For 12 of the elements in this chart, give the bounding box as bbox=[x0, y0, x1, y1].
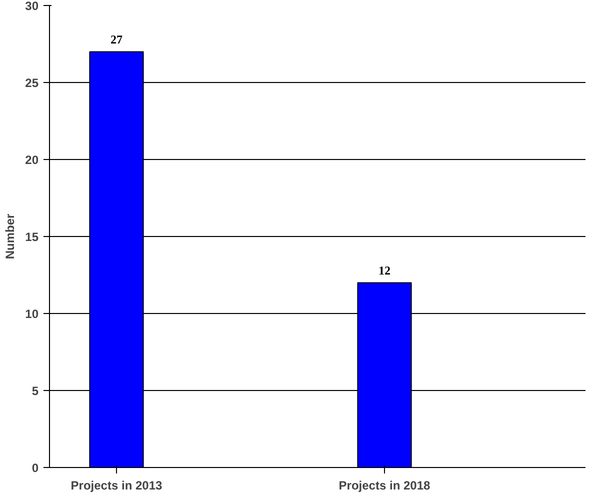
x-tick-label: Projects in 2013 bbox=[70, 478, 163, 492]
y-axis-title: Number bbox=[3, 214, 18, 260]
y-tick-label: 30 bbox=[25, 0, 39, 13]
y-tick-label: 10 bbox=[25, 307, 39, 321]
y-tick-label: 20 bbox=[25, 153, 39, 167]
x-tick-label: Projects in 2018 bbox=[338, 478, 431, 492]
y-tick-label: 0 bbox=[32, 461, 39, 475]
data-label: 12 bbox=[378, 264, 390, 278]
y-tick-label: 15 bbox=[25, 230, 39, 244]
data-label: 27 bbox=[110, 32, 122, 47]
y-tick-label: 5 bbox=[32, 384, 39, 398]
y-tick-label: 25 bbox=[25, 76, 39, 90]
